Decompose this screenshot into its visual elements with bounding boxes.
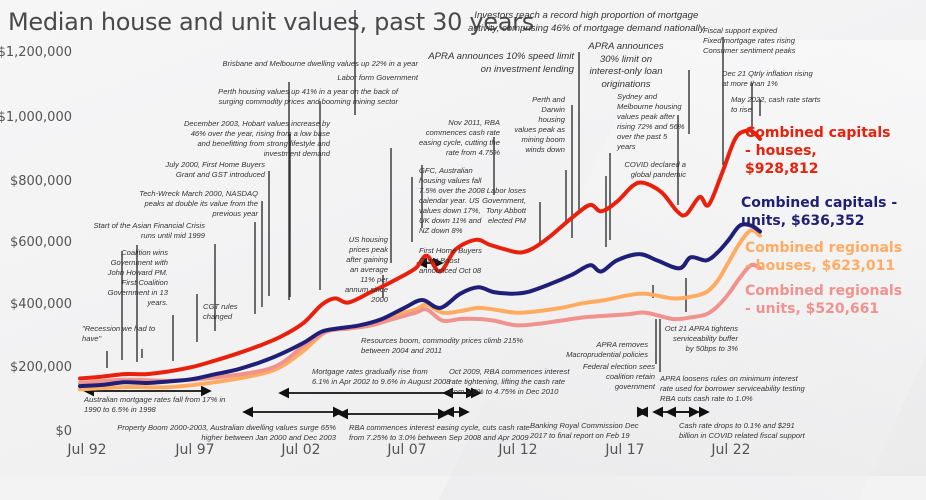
series-line-combined-capitals-houses xyxy=(78,128,762,381)
annotation-gfc: GFC, Australian housing values fall 7.5% o… xyxy=(419,166,485,275)
chart-plot xyxy=(78,10,762,420)
y-tick-label: $200,000 xyxy=(9,360,72,375)
annotation-cgt-rules: CGT rules changed xyxy=(203,302,238,321)
annotation-federal-election: Federal election sees coalition retain gov… xyxy=(582,362,655,391)
y-tick-label: $1,200,000 xyxy=(0,45,72,60)
annotation-dec21-inflation: Dec 21 Qtrly inflation rising at more tha… xyxy=(722,69,813,88)
annotation-may2022-cash-rate: May 2022, cash rate starts to rise xyxy=(731,95,821,114)
y-tick-label: $600,000 xyxy=(9,235,72,250)
x-tick-label: Jul 17 xyxy=(605,442,645,458)
annotation-rba-easing: RBA commences interest easing cycle, cut… xyxy=(349,423,530,442)
series-line-combined-capitals-units xyxy=(78,222,762,389)
annotation-mortgage-rates-rise: Mortgage rates gradually rise from 6.1% i… xyxy=(312,367,451,386)
annotation-banking-royal-commission: Banking Royal Commission Dec 2017 to fina… xyxy=(530,421,639,440)
y-tick-label: $400,000 xyxy=(9,297,72,312)
series-line-combined-regionals-houses xyxy=(78,228,762,392)
annotation-covid-pandemic: COVID declared a global pandemic xyxy=(624,160,686,179)
annotation-oct2009-rba: Oct 2009, RBA commences interest rate tig… xyxy=(449,367,570,396)
legend-capitals-houses: Combined capitals - houses, $928,812 xyxy=(745,125,891,177)
annotation-us-housing-peak: US housing prices peak after gaining an ave… xyxy=(344,235,388,304)
annotation-perth-darwin-peak: Perth and Darwin housing values peak as mini… xyxy=(514,95,565,154)
y-tick-label: $800,000 xyxy=(9,174,72,189)
annotation-tech-wreck: Tech-Wreck March 2000, NASDAQ peaks at do… xyxy=(139,189,258,218)
x-tick-label: Jul 92 xyxy=(67,442,107,458)
x-tick-label: Jul 02 xyxy=(281,442,321,458)
annotation-resources-boom: Resources boom, commodity prices climb 2… xyxy=(361,336,524,355)
annotation-labor-loses: Labor loses Government, Tony Abbott elected… xyxy=(482,186,526,225)
annotation-coalition-wins: Coalition wins Government with John Howard… xyxy=(107,248,168,307)
annotation-property-boom: Property Boom 2000-2003, Australian dwel… xyxy=(117,423,336,442)
x-tick-label: Jul 97 xyxy=(175,442,215,458)
annotation-apra-removes: APRA removes Macroprudential policies xyxy=(566,340,648,359)
annotation-apra-interest-only: APRA announces 30% limit on interest-only … xyxy=(588,41,664,90)
y-tick-label: $1,000,000 xyxy=(0,110,72,125)
annotation-cash-rate-drops: Cash rate drops to 0.1% and $291 billion … xyxy=(679,421,805,440)
annotation-asian-financial-crisis: Start of the Asian Financial Crisis runs … xyxy=(93,221,205,240)
annotation-fhbg-gst: July 2000, First Home Buyers Grant and GS… xyxy=(165,160,265,179)
annotation-syd-melb-peak: Sydney and Melbourne housing values peak a… xyxy=(617,92,685,151)
chart-title: Median house and unit values, past 30 ye… xyxy=(8,8,534,36)
legend-regionals-houses: Combined regionals - houses, $623,011 xyxy=(745,240,903,274)
y-tick-label: $0 xyxy=(55,424,72,439)
annotation-apra-speed-limit: APRA announces 10% speed limit on investm… xyxy=(428,51,574,75)
annotation-perth-41: Perth housing values up 41% in a year on… xyxy=(218,87,398,106)
legend-capitals-units: Combined capitals - units, $636,352 xyxy=(741,195,898,229)
legend-regionals-units: Combined regionals - units, $520,661 xyxy=(745,283,903,317)
annotation-bris-melb-22: Brisbane and Melbourne dwelling values u… xyxy=(222,59,418,68)
annotation-nov2011-rba: Nov 2011, RBA commences cash rate easing c… xyxy=(418,118,500,157)
annotation-mortgage-rates-fall: Australian mortgage rates fall from 17% … xyxy=(84,395,226,414)
annotation-recession: "Recession we had to have" xyxy=(82,324,156,343)
x-tick-label: Jul 12 xyxy=(498,442,538,458)
annotation-labor-form-government: Labor form Government xyxy=(337,73,418,82)
x-tick-label: Jul 22 xyxy=(711,442,751,458)
annotation-hobart-dec2003: December 2003, Hobart values increase by… xyxy=(183,119,330,158)
annotation-apra-loosens: APRA loosens rules on minimum interest ra… xyxy=(660,374,805,403)
annotation-investors-record: Investors reach a record high proportion… xyxy=(468,10,705,34)
series-line-combined-regionals-units xyxy=(78,262,762,385)
annotation-fiscal-support: Fiscal support expired Fixed mortgage rat… xyxy=(703,26,796,55)
annotation-oct21-apra: Oct 21 APRA tightens serviceability buffe… xyxy=(664,324,738,353)
x-tick-label: Jul 07 xyxy=(387,442,427,458)
